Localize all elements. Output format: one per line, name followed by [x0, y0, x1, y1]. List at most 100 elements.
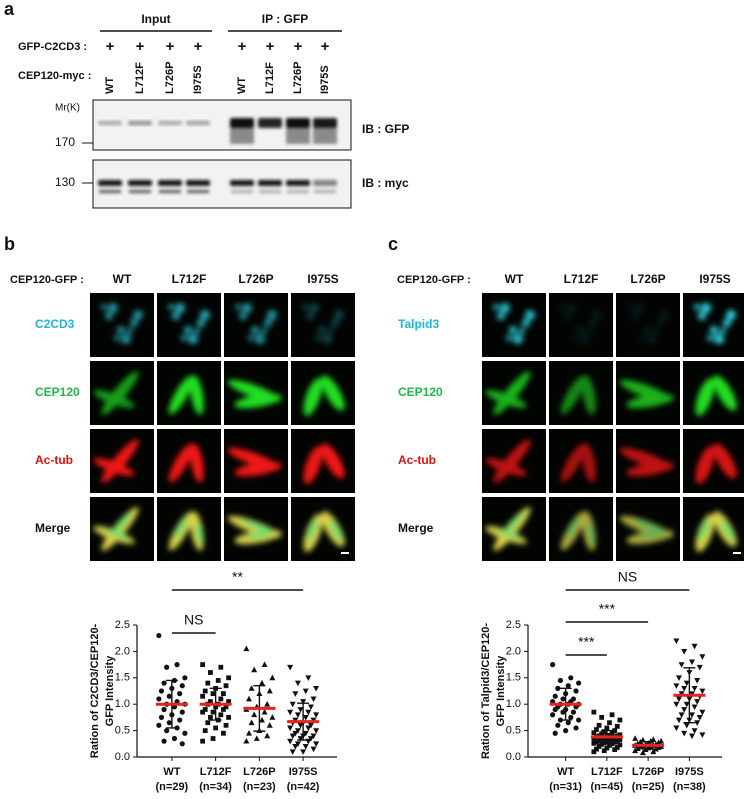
- micrograph: [683, 293, 744, 357]
- data-point: [675, 675, 682, 681]
- data-point: [310, 746, 317, 753]
- x-tick-label: WT: [557, 766, 574, 778]
- data-point: [673, 701, 680, 708]
- data-point: [205, 680, 211, 686]
- signal: [619, 379, 674, 409]
- blot-label: IB : myc: [362, 176, 409, 190]
- data-point: [161, 680, 167, 686]
- data-point: [156, 722, 162, 728]
- structure: [190, 443, 204, 483]
- micrograph: [683, 429, 744, 493]
- speckle: [255, 334, 265, 344]
- speckle: [251, 326, 259, 334]
- data-point: [691, 685, 698, 692]
- data-point: [550, 712, 556, 718]
- data-point: [557, 677, 564, 684]
- speckle: [500, 303, 510, 313]
- data-point: [699, 709, 706, 716]
- signal: [93, 507, 139, 551]
- data-point: [699, 732, 706, 739]
- micrograph: [157, 497, 221, 561]
- band: [313, 180, 337, 193]
- signal: [227, 447, 282, 477]
- header-label: CEP120-GFP :: [10, 274, 84, 286]
- structure: [93, 390, 135, 408]
- data-point: [683, 722, 690, 729]
- speckle: [105, 312, 113, 320]
- data-point: [200, 709, 206, 715]
- data-point: [156, 632, 162, 639]
- structure: [626, 461, 674, 477]
- data-point: [213, 725, 219, 731]
- band-core: [158, 180, 182, 186]
- structure: [241, 519, 274, 533]
- signal: [168, 375, 204, 415]
- plus-sign: +: [266, 38, 275, 55]
- structure: [168, 443, 194, 483]
- band-smear: [313, 128, 337, 144]
- data-point: [591, 709, 597, 715]
- y-tick-label: 2.5: [115, 619, 130, 631]
- data-point: [292, 744, 299, 750]
- micrograph: [549, 361, 613, 425]
- band-core: [231, 190, 253, 193]
- speckle: [168, 304, 174, 310]
- band: [258, 118, 282, 128]
- data-point: [305, 675, 312, 681]
- speckle: [720, 328, 726, 334]
- structure: [101, 439, 139, 483]
- data-point: [617, 742, 623, 748]
- structure: [638, 530, 667, 539]
- significance-label: **: [232, 569, 243, 585]
- speckle: [560, 304, 566, 310]
- y-tick-label: 2.0: [115, 645, 130, 657]
- speckle: [573, 335, 579, 341]
- data-point: [552, 730, 558, 736]
- signal: [619, 447, 674, 477]
- signal: [694, 303, 736, 344]
- data-point: [221, 730, 226, 736]
- signal: [303, 511, 345, 552]
- data-point: [266, 722, 273, 728]
- signal: [485, 371, 531, 415]
- data-point: [691, 643, 698, 650]
- speckle: [589, 319, 597, 327]
- lane-label: I975S: [192, 65, 204, 94]
- band-core: [98, 180, 122, 186]
- data-point: [177, 691, 183, 697]
- data-point: [179, 709, 185, 715]
- data-point: [215, 678, 221, 683]
- speckle: [576, 326, 584, 334]
- panel-label: a: [4, 0, 15, 19]
- band-core: [187, 190, 209, 193]
- data-point: [221, 691, 226, 697]
- data-point: [617, 717, 623, 723]
- data-point: [205, 720, 211, 726]
- data-point: [552, 706, 558, 713]
- data-point: [261, 708, 268, 715]
- speckle: [707, 335, 713, 341]
- structure: [587, 521, 596, 546]
- structure: [246, 530, 275, 539]
- speckle: [631, 312, 639, 320]
- data-point: [264, 701, 271, 707]
- data-point: [177, 717, 183, 723]
- band-core: [99, 190, 121, 193]
- speckle: [656, 319, 664, 327]
- band-core: [259, 190, 281, 193]
- data-point: [678, 662, 685, 668]
- speckle: [117, 326, 125, 334]
- signal: [93, 439, 139, 483]
- header-label: CEP120-GFP :: [397, 274, 471, 286]
- data-point: [208, 699, 213, 704]
- speckle: [331, 319, 339, 327]
- n-label: (n=38): [673, 781, 706, 793]
- speckle: [188, 334, 198, 344]
- data-point: [570, 709, 577, 715]
- plus-sign: +: [321, 38, 330, 55]
- structure: [93, 458, 135, 476]
- data-point: [568, 714, 574, 721]
- row-label: Merge: [35, 521, 71, 535]
- micrograph: [291, 293, 355, 357]
- column-header: L726P: [238, 272, 273, 286]
